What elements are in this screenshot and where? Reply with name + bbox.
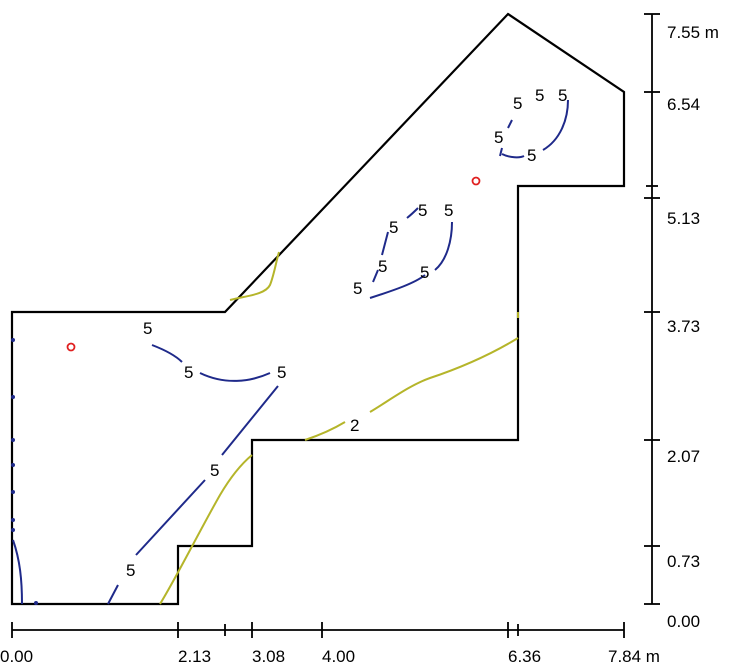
contour-5-upper-right	[499, 99, 569, 159]
contour-5-diagonal	[107, 385, 279, 605]
x-tick-label: 7.84 m	[608, 647, 660, 666]
contour-2-top	[229, 251, 280, 301]
contours-level-2	[159, 251, 519, 605]
y-tick-label: 3.73	[667, 317, 700, 336]
x-dimension-axis	[11, 622, 625, 638]
room-outline	[10, 12, 626, 606]
measurement-point-marker	[66, 342, 76, 352]
contour-label-5: 5	[527, 146, 536, 165]
contour-label-5: 5	[389, 218, 398, 237]
y-tick-label: 6.54	[667, 95, 700, 114]
contour-2-lower	[159, 454, 253, 605]
contour-label-5: 5	[277, 363, 286, 382]
y-tick-label: 0.73	[667, 552, 700, 571]
x-tick-label: 6.36	[508, 647, 541, 666]
contours-level-5	[12, 99, 569, 605]
x-tick-label: 0.00	[0, 647, 33, 666]
contour-label-5: 5	[420, 263, 429, 282]
x-tick-label: 4.00	[322, 647, 355, 666]
contour-label-5: 5	[513, 94, 522, 113]
contour-label-5: 5	[378, 257, 387, 276]
y-tick-label: 0.00	[667, 612, 700, 631]
y-tick-labels: 7.55 m 6.54 5.13 3.73 2.07 0.73 0.00	[667, 23, 719, 631]
contour-labels: 5 5 5 5 5 2 5 5 5 5 5 5 5 5 5 5 5	[126, 86, 567, 580]
x-tick-label: 3.08	[252, 647, 285, 666]
y-dimension-axis	[644, 13, 660, 605]
contour-label-5: 5	[558, 86, 567, 105]
contour-2-right	[304, 312, 519, 441]
y-tick-label: 2.07	[667, 447, 700, 466]
contour-label-5: 5	[210, 461, 219, 480]
x-tick-label: 2.13	[178, 647, 211, 666]
contour-label-5: 5	[444, 201, 453, 220]
contour-label-5: 5	[535, 86, 544, 105]
contour-label-5: 5	[494, 128, 503, 147]
contour-label-5: 5	[126, 561, 135, 580]
contour-5-left-corner	[12, 539, 23, 605]
contour-5-center	[369, 207, 453, 299]
contour-5-upper-left	[151, 344, 271, 382]
contour-label-5: 5	[418, 201, 427, 220]
contour-label-5: 5	[353, 279, 362, 298]
contour-label-5: 5	[184, 363, 193, 382]
left-wall-points	[11, 338, 38, 605]
contour-label-2: 2	[350, 416, 359, 435]
y-tick-label: 7.55 m	[667, 23, 719, 42]
y-tick-label: 5.13	[667, 209, 700, 228]
contour-label-5: 5	[143, 319, 152, 338]
x-tick-labels: 0.00 2.13 3.08 4.00 6.36 7.84 m	[0, 647, 660, 666]
measurement-point-marker	[471, 176, 481, 186]
